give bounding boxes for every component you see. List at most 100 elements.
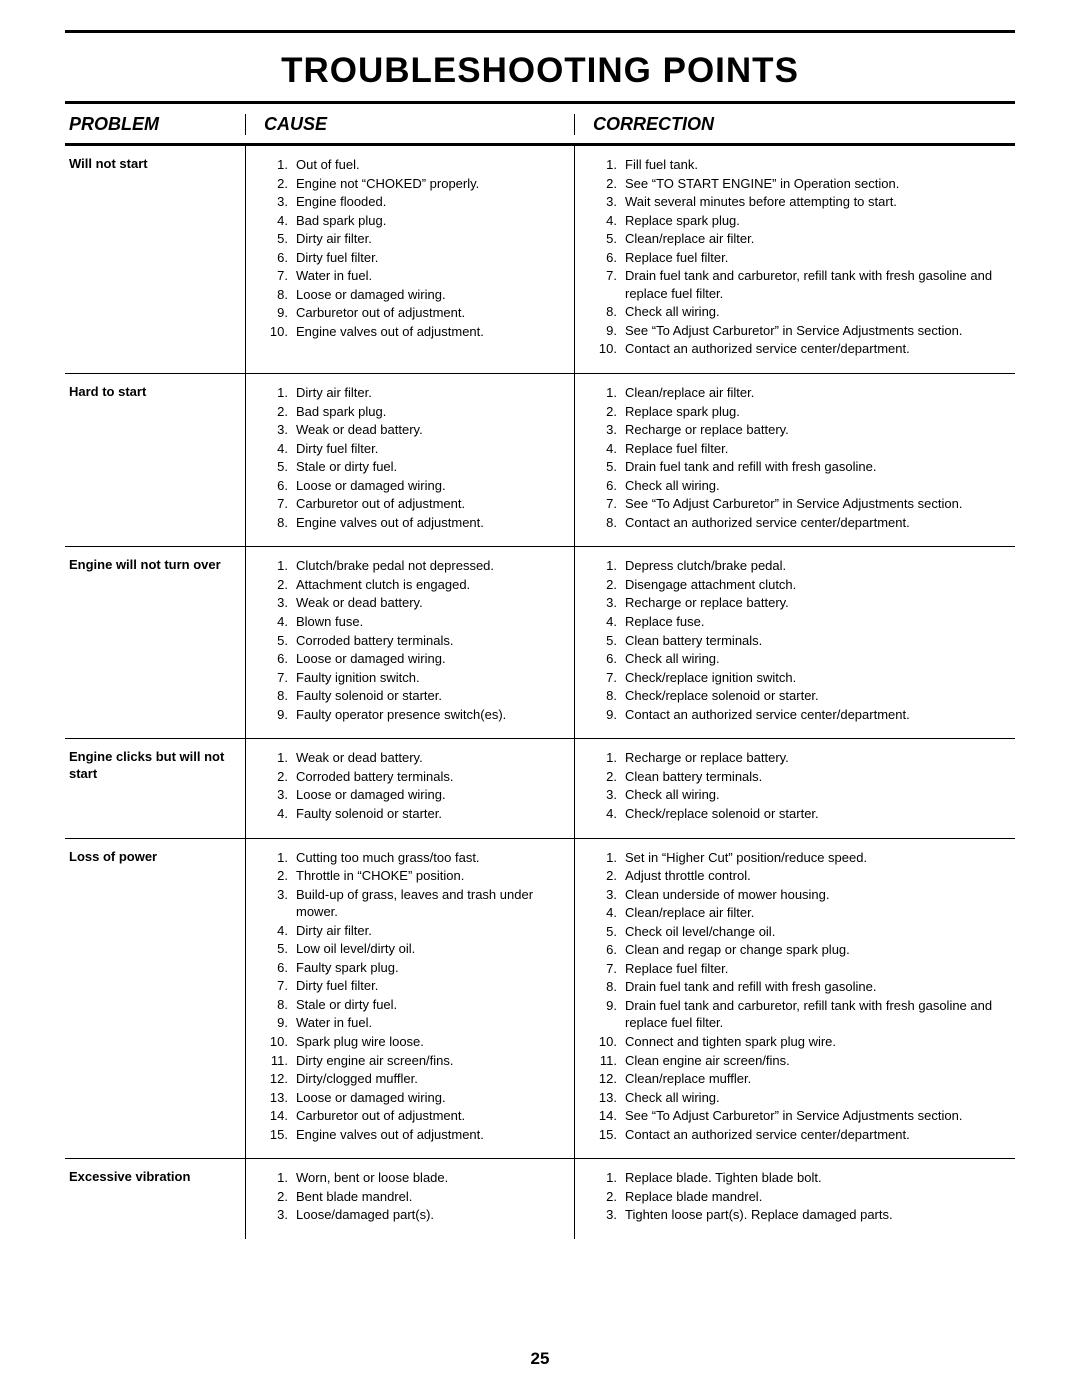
cause-item: 4.Dirty fuel filter. bbox=[264, 440, 574, 458]
cause-cell: 1.Clutch/brake pedal not depressed.2.Att… bbox=[245, 547, 575, 738]
correction-text: Fill fuel tank. bbox=[625, 156, 1015, 174]
list-number: 7. bbox=[593, 669, 625, 687]
cause-text: Faulty spark plug. bbox=[296, 959, 574, 977]
correction-item: 11.Clean engine air screen/fins. bbox=[593, 1052, 1015, 1070]
list-number: 6. bbox=[264, 249, 296, 267]
list-number: 8. bbox=[264, 687, 296, 705]
list-number: 3. bbox=[264, 421, 296, 439]
list-number: 8. bbox=[264, 286, 296, 304]
list-number: 2. bbox=[264, 576, 296, 594]
list-number: 1. bbox=[264, 1169, 296, 1187]
list-number: 8. bbox=[264, 996, 296, 1014]
cause-item: 10.Engine valves out of adjustment. bbox=[264, 323, 574, 341]
problem-cell: Engine clicks but will not start bbox=[65, 739, 245, 837]
table-row: Loss of power1.Cutting too much grass/to… bbox=[65, 839, 1015, 1160]
correction-text: Drain fuel tank and carburetor, refill t… bbox=[625, 997, 1015, 1032]
correction-item: 14.See “To Adjust Carburetor” in Service… bbox=[593, 1107, 1015, 1125]
list-number: 15. bbox=[593, 1126, 625, 1144]
list-number: 4. bbox=[593, 440, 625, 458]
cause-cell: 1.Cutting too much grass/too fast.2.Thro… bbox=[245, 839, 575, 1159]
correction-text: Recharge or replace battery. bbox=[625, 749, 1015, 767]
cause-text: Faulty solenoid or starter. bbox=[296, 805, 574, 823]
correction-text: See “To Adjust Carburetor” in Service Ad… bbox=[625, 322, 1015, 340]
problem-cell: Loss of power bbox=[65, 839, 245, 1159]
correction-text: Check all wiring. bbox=[625, 1089, 1015, 1107]
list-number: 4. bbox=[264, 440, 296, 458]
page-title: TROUBLESHOOTING POINTS bbox=[65, 37, 1015, 101]
cause-text: Stale or dirty fuel. bbox=[296, 458, 574, 476]
list-number: 6. bbox=[264, 650, 296, 668]
cause-item: 4.Dirty air filter. bbox=[264, 922, 574, 940]
correction-text: Disengage attachment clutch. bbox=[625, 576, 1015, 594]
list-number: 8. bbox=[593, 514, 625, 532]
list-number: 13. bbox=[264, 1089, 296, 1107]
cause-item: 9.Carburetor out of adjustment. bbox=[264, 304, 574, 322]
cause-item: 13.Loose or damaged wiring. bbox=[264, 1089, 574, 1107]
table-row: Engine clicks but will not start1.Weak o… bbox=[65, 739, 1015, 838]
cause-item: 2.Corroded battery terminals. bbox=[264, 768, 574, 786]
correction-text: Replace blade mandrel. bbox=[625, 1188, 1015, 1206]
cause-text: Bad spark plug. bbox=[296, 403, 574, 421]
correction-text: Replace spark plug. bbox=[625, 212, 1015, 230]
list-number: 8. bbox=[593, 687, 625, 705]
cause-item: 14.Carburetor out of adjustment. bbox=[264, 1107, 574, 1125]
correction-item: 4.Check/replace solenoid or starter. bbox=[593, 805, 1015, 823]
list-number: 1. bbox=[264, 384, 296, 402]
correction-item: 1.Fill fuel tank. bbox=[593, 156, 1015, 174]
correction-item: 3.Wait several minutes before attempting… bbox=[593, 193, 1015, 211]
correction-item: 12.Clean/replace muffler. bbox=[593, 1070, 1015, 1088]
header-correction: CORRECTION bbox=[575, 114, 1015, 135]
cause-text: Carburetor out of adjustment. bbox=[296, 1107, 574, 1125]
cause-item: 3.Build-up of grass, leaves and trash un… bbox=[264, 886, 574, 921]
correction-item: 3.Recharge or replace battery. bbox=[593, 594, 1015, 612]
list-number: 2. bbox=[593, 1188, 625, 1206]
cause-item: 11.Dirty engine air screen/fins. bbox=[264, 1052, 574, 1070]
correction-text: Clean/replace air filter. bbox=[625, 230, 1015, 248]
title-underline bbox=[65, 101, 1015, 104]
cause-text: Faulty ignition switch. bbox=[296, 669, 574, 687]
cause-item: 3.Engine flooded. bbox=[264, 193, 574, 211]
correction-text: Connect and tighten spark plug wire. bbox=[625, 1033, 1015, 1051]
correction-item: 3.Recharge or replace battery. bbox=[593, 421, 1015, 439]
list-number: 7. bbox=[593, 267, 625, 285]
correction-item: 1.Replace blade. Tighten blade bolt. bbox=[593, 1169, 1015, 1187]
correction-text: Replace fuel filter. bbox=[625, 249, 1015, 267]
cause-item: 2.Attachment clutch is engaged. bbox=[264, 576, 574, 594]
list-number: 1. bbox=[264, 849, 296, 867]
list-number: 10. bbox=[593, 340, 625, 358]
table-header-row: PROBLEM CAUSE CORRECTION bbox=[65, 108, 1015, 146]
list-number: 3. bbox=[593, 786, 625, 804]
list-number: 6. bbox=[264, 477, 296, 495]
cause-item: 4.Bad spark plug. bbox=[264, 212, 574, 230]
correction-item: 9.Drain fuel tank and carburetor, refill… bbox=[593, 997, 1015, 1032]
cause-text: Clutch/brake pedal not depressed. bbox=[296, 557, 574, 575]
correction-text: Depress clutch/brake pedal. bbox=[625, 557, 1015, 575]
list-number: 2. bbox=[264, 175, 296, 193]
cause-text: Stale or dirty fuel. bbox=[296, 996, 574, 1014]
cause-item: 8.Engine valves out of adjustment. bbox=[264, 514, 574, 532]
correction-item: 6.Check all wiring. bbox=[593, 477, 1015, 495]
list-number: 7. bbox=[593, 960, 625, 978]
correction-item: 2.See “TO START ENGINE” in Operation sec… bbox=[593, 175, 1015, 193]
cause-text: Engine valves out of adjustment. bbox=[296, 514, 574, 532]
list-number: 1. bbox=[593, 156, 625, 174]
correction-text: Contact an authorized service center/dep… bbox=[625, 1126, 1015, 1144]
list-number: 8. bbox=[264, 514, 296, 532]
list-number: 6. bbox=[593, 941, 625, 959]
correction-text: Replace fuel filter. bbox=[625, 960, 1015, 978]
list-number: 2. bbox=[264, 867, 296, 885]
correction-cell: 1.Fill fuel tank.2.See “TO START ENGINE”… bbox=[575, 146, 1015, 373]
list-number: 13. bbox=[593, 1089, 625, 1107]
list-number: 5. bbox=[264, 632, 296, 650]
correction-item: 7.See “To Adjust Carburetor” in Service … bbox=[593, 495, 1015, 513]
correction-item: 1.Clean/replace air filter. bbox=[593, 384, 1015, 402]
correction-text: Adjust throttle control. bbox=[625, 867, 1015, 885]
cause-text: Bad spark plug. bbox=[296, 212, 574, 230]
cause-text: Dirty air filter. bbox=[296, 384, 574, 402]
list-number: 4. bbox=[593, 904, 625, 922]
list-number: 12. bbox=[264, 1070, 296, 1088]
problem-cell: Engine will not turn over bbox=[65, 547, 245, 738]
list-number: 10. bbox=[264, 323, 296, 341]
list-number: 3. bbox=[593, 1206, 625, 1224]
cause-item: 15.Engine valves out of adjustment. bbox=[264, 1126, 574, 1144]
